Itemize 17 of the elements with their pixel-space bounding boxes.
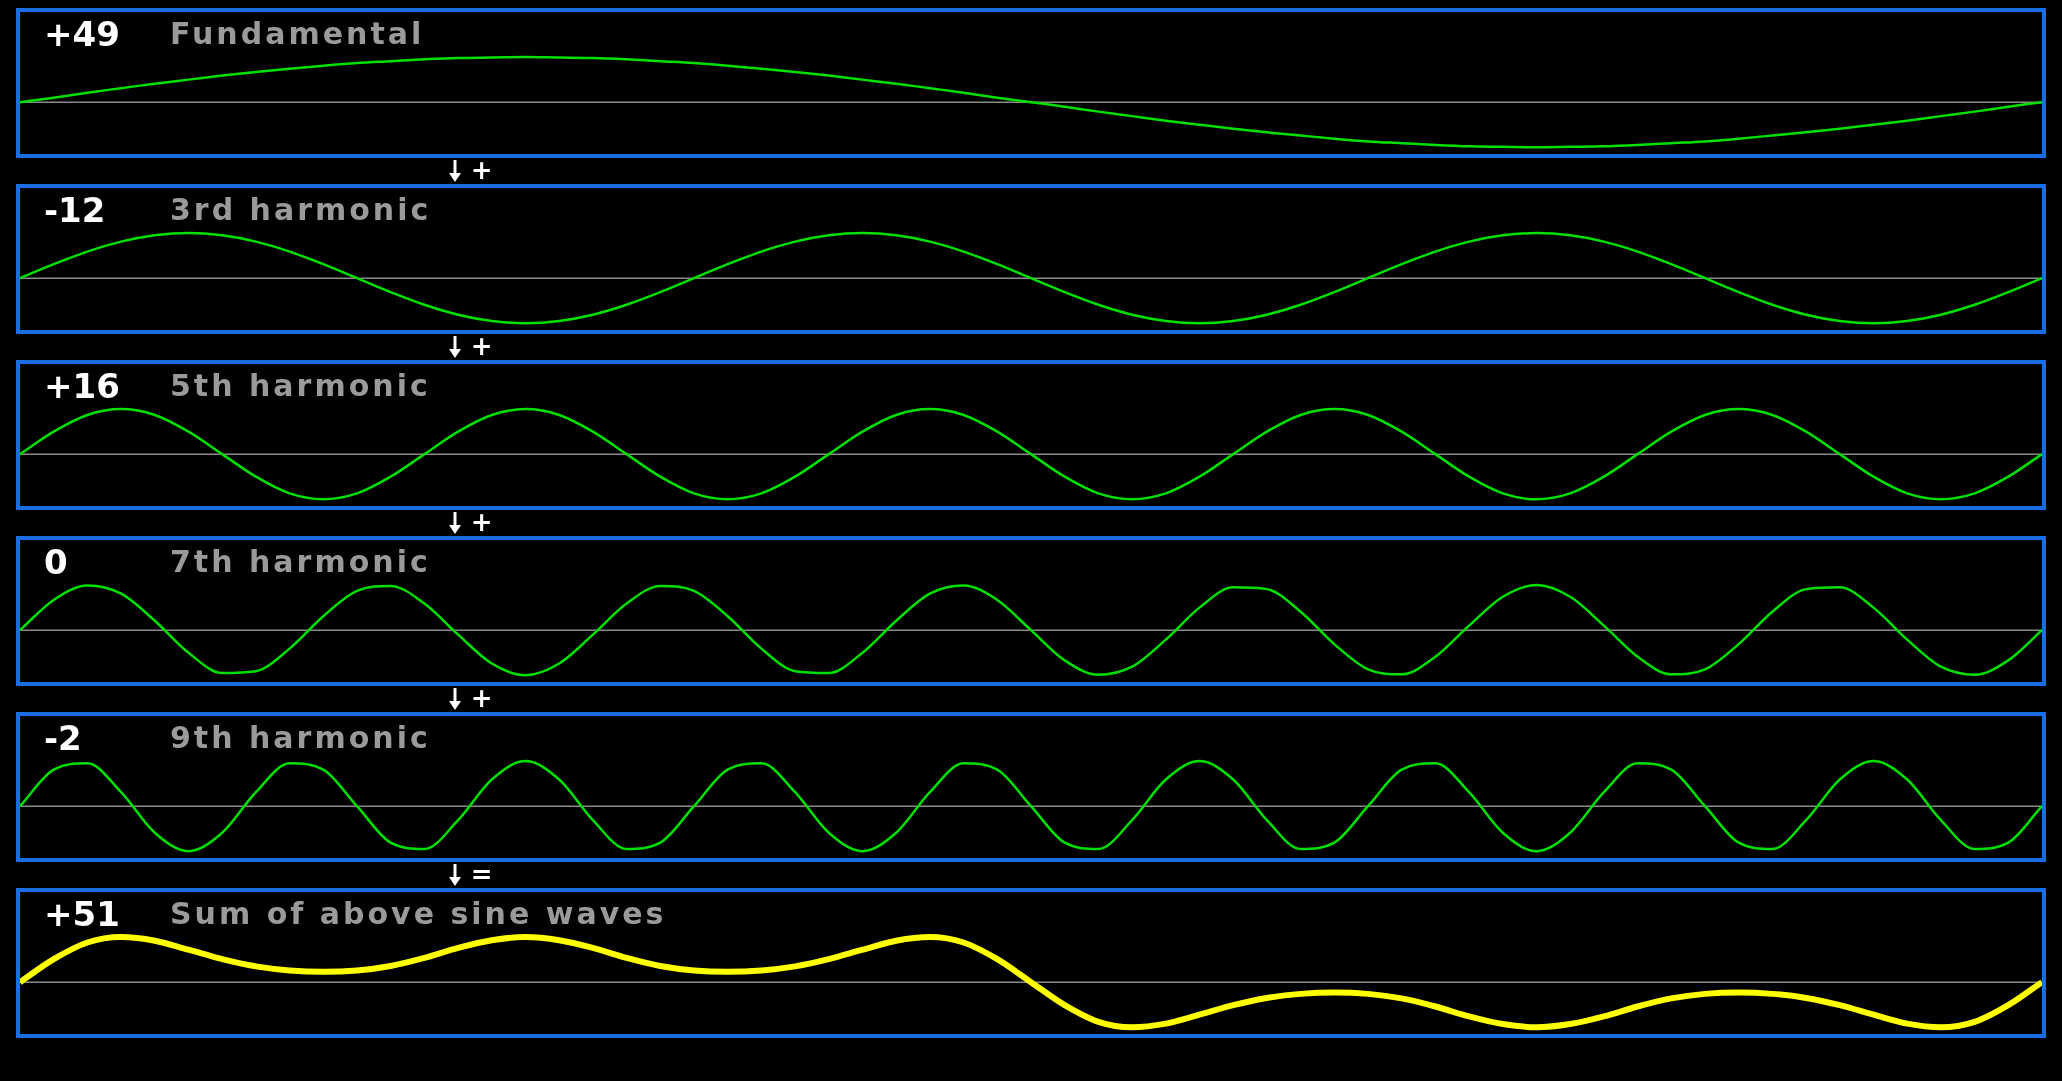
text: +49 xyxy=(44,14,120,54)
chart-title: 3rd harmonic xyxy=(170,192,432,227)
text: + xyxy=(470,331,493,361)
chart-title: 9th harmonic xyxy=(170,720,431,755)
chart-title: Fundamental xyxy=(170,16,425,51)
text: +51 xyxy=(44,894,120,934)
chart-title: 7th harmonic xyxy=(170,544,431,579)
text: 0 xyxy=(44,542,68,582)
text: + xyxy=(470,683,493,713)
text: = xyxy=(470,859,493,889)
chart-title: 5th harmonic xyxy=(170,368,431,403)
text: + xyxy=(470,155,493,185)
text: -12 xyxy=(44,190,106,230)
text: -2 xyxy=(44,718,82,758)
text: +16 xyxy=(44,366,120,406)
text: + xyxy=(470,507,493,537)
chart-title: Sum of above sine waves xyxy=(170,896,667,931)
